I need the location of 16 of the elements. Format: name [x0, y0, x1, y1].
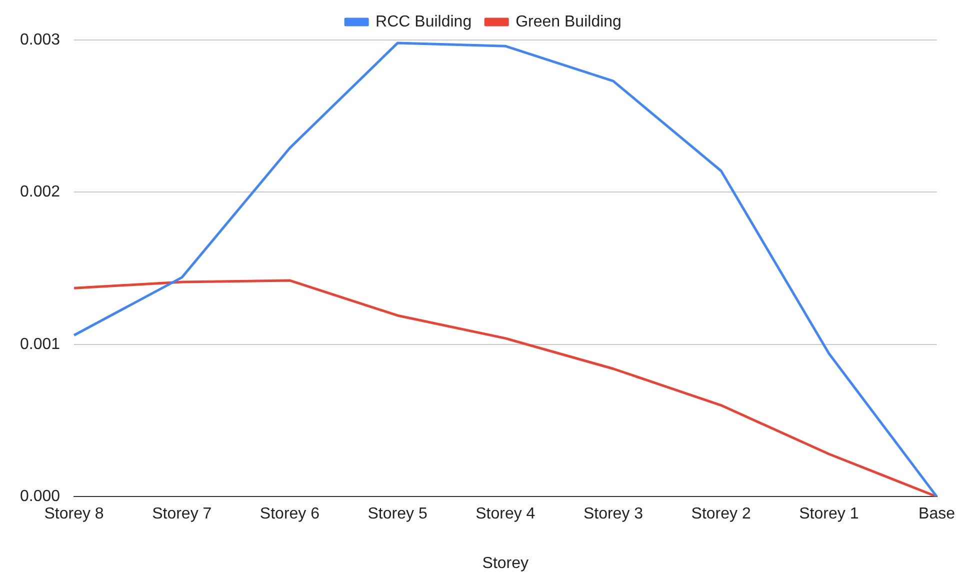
x-tick-label: Storey 8 [44, 506, 104, 523]
x-tick-label: Storey 6 [260, 506, 320, 523]
x-tick-label: Storey 7 [152, 506, 212, 523]
x-tick-label: Base [918, 506, 956, 523]
x-tick-label: Storey 3 [583, 506, 644, 523]
x-tick-label: Storey 1 [799, 506, 859, 523]
x-tick-label: Storey 5 [368, 506, 428, 523]
legend-label: Green Building [516, 13, 622, 30]
y-tick-label: 0.002 [20, 184, 60, 201]
legend-label: RCC Building [376, 13, 472, 30]
y-tick-label: 0.001 [20, 336, 60, 353]
x-tick-label: Storey 2 [691, 506, 751, 523]
y-tick-label: 0.003 [20, 31, 60, 48]
y-tick-label: 0.000 [20, 488, 60, 506]
x-axis-title: Storey [482, 554, 529, 572]
x-tick-label: Storey 4 [476, 506, 536, 523]
